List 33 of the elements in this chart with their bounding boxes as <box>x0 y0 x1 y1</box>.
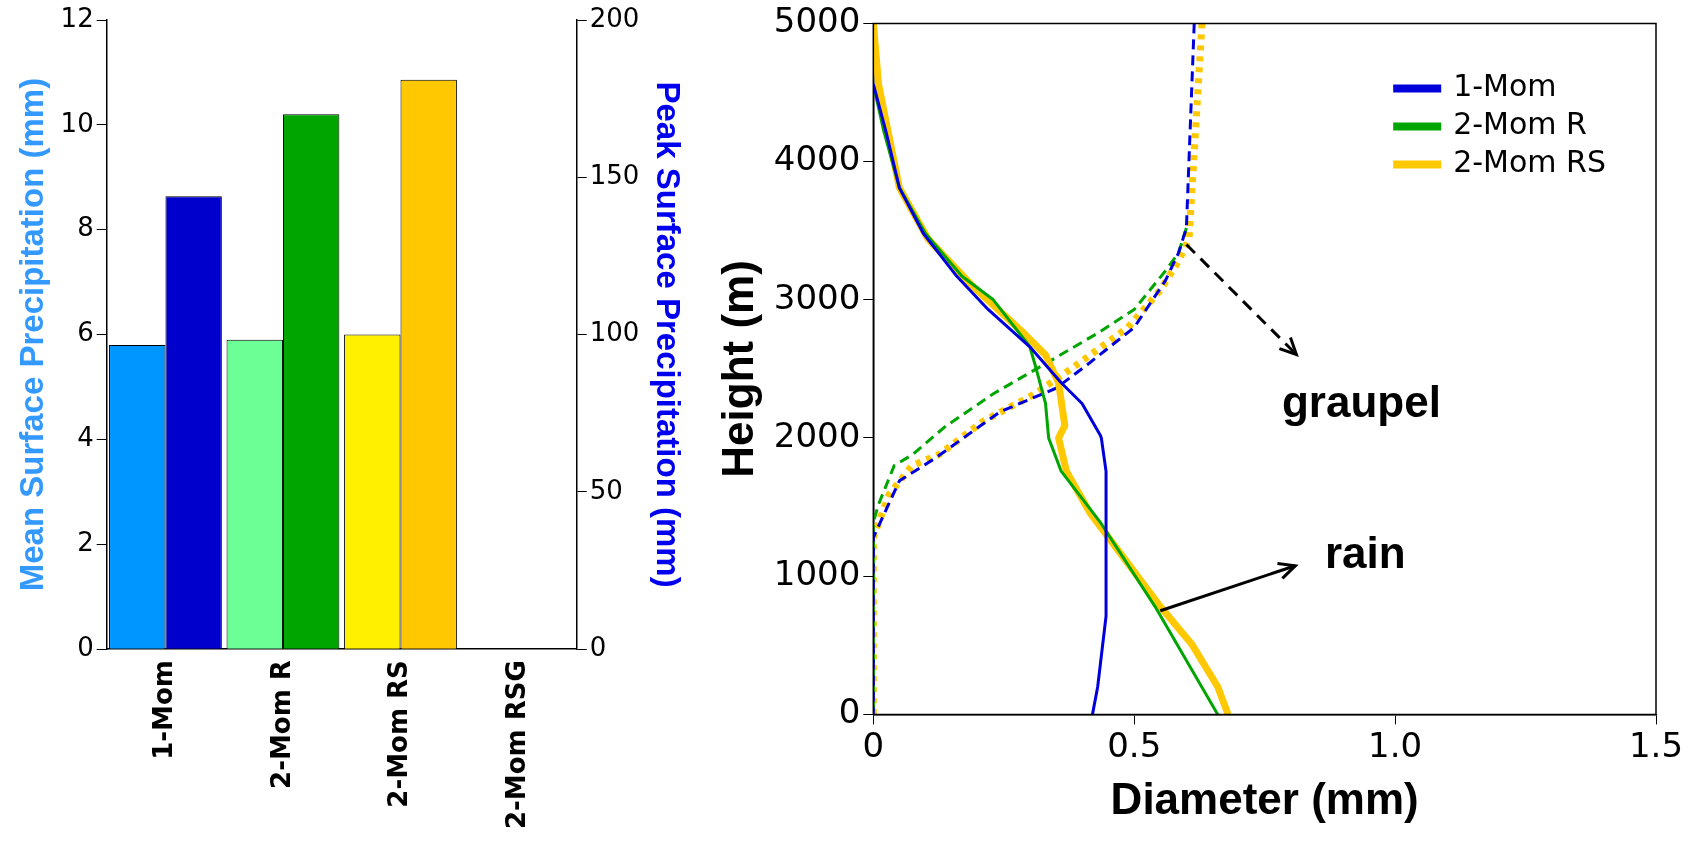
y-tick-label: 8 <box>77 212 94 243</box>
x-tick-label: 2-Mom RSG <box>500 660 531 830</box>
y-tick-label: 10 <box>60 107 94 138</box>
x-tick-label: 1-Mom <box>148 660 179 760</box>
y-tick-label: 1000 <box>773 553 861 594</box>
x-axis-title: Diameter (mm) <box>1110 773 1419 823</box>
legend-label: 1-Mom <box>1453 68 1557 104</box>
y-tick-label: 2 <box>77 527 94 558</box>
legend-label: 2-Mom RS <box>1453 144 1607 180</box>
annotation: rain <box>1324 527 1406 577</box>
x-tick-label: 2-Mom RS <box>383 660 414 808</box>
y-tick-label: 12 <box>60 2 94 33</box>
y-axis-title: Mean Surface Precipitation (mm) <box>12 77 50 592</box>
x-tick-label: 1.5 <box>1628 724 1684 765</box>
x-tick-label: 1.0 <box>1368 724 1423 765</box>
y-tick-label: 5000 <box>773 0 861 41</box>
y-tick-label: 0 <box>77 631 94 662</box>
y2-tick-label: 100 <box>589 317 640 348</box>
legend-label: 2-Mom R <box>1453 106 1587 142</box>
x-tick-label: 2-Mom R <box>265 660 296 789</box>
y-tick-label: 4 <box>77 422 94 453</box>
y-tick-label: 2000 <box>773 414 861 455</box>
y2-tick-label: 200 <box>589 2 640 33</box>
y-tick-label: 4000 <box>773 138 861 179</box>
y2-axis-title: Peak Surface Precipitation (mm) <box>650 81 688 588</box>
y-tick-label: 6 <box>77 317 94 348</box>
y2-tick-label: 50 <box>589 474 623 505</box>
y2-tick-label: 0 <box>589 631 607 662</box>
y2-tick-label: 150 <box>589 160 640 191</box>
y-axis-title: Height (m) <box>712 260 762 478</box>
y-tick-label: 3000 <box>773 276 861 317</box>
x-tick-label: 0.5 <box>1107 724 1162 765</box>
annotation: graupel <box>1281 376 1441 426</box>
